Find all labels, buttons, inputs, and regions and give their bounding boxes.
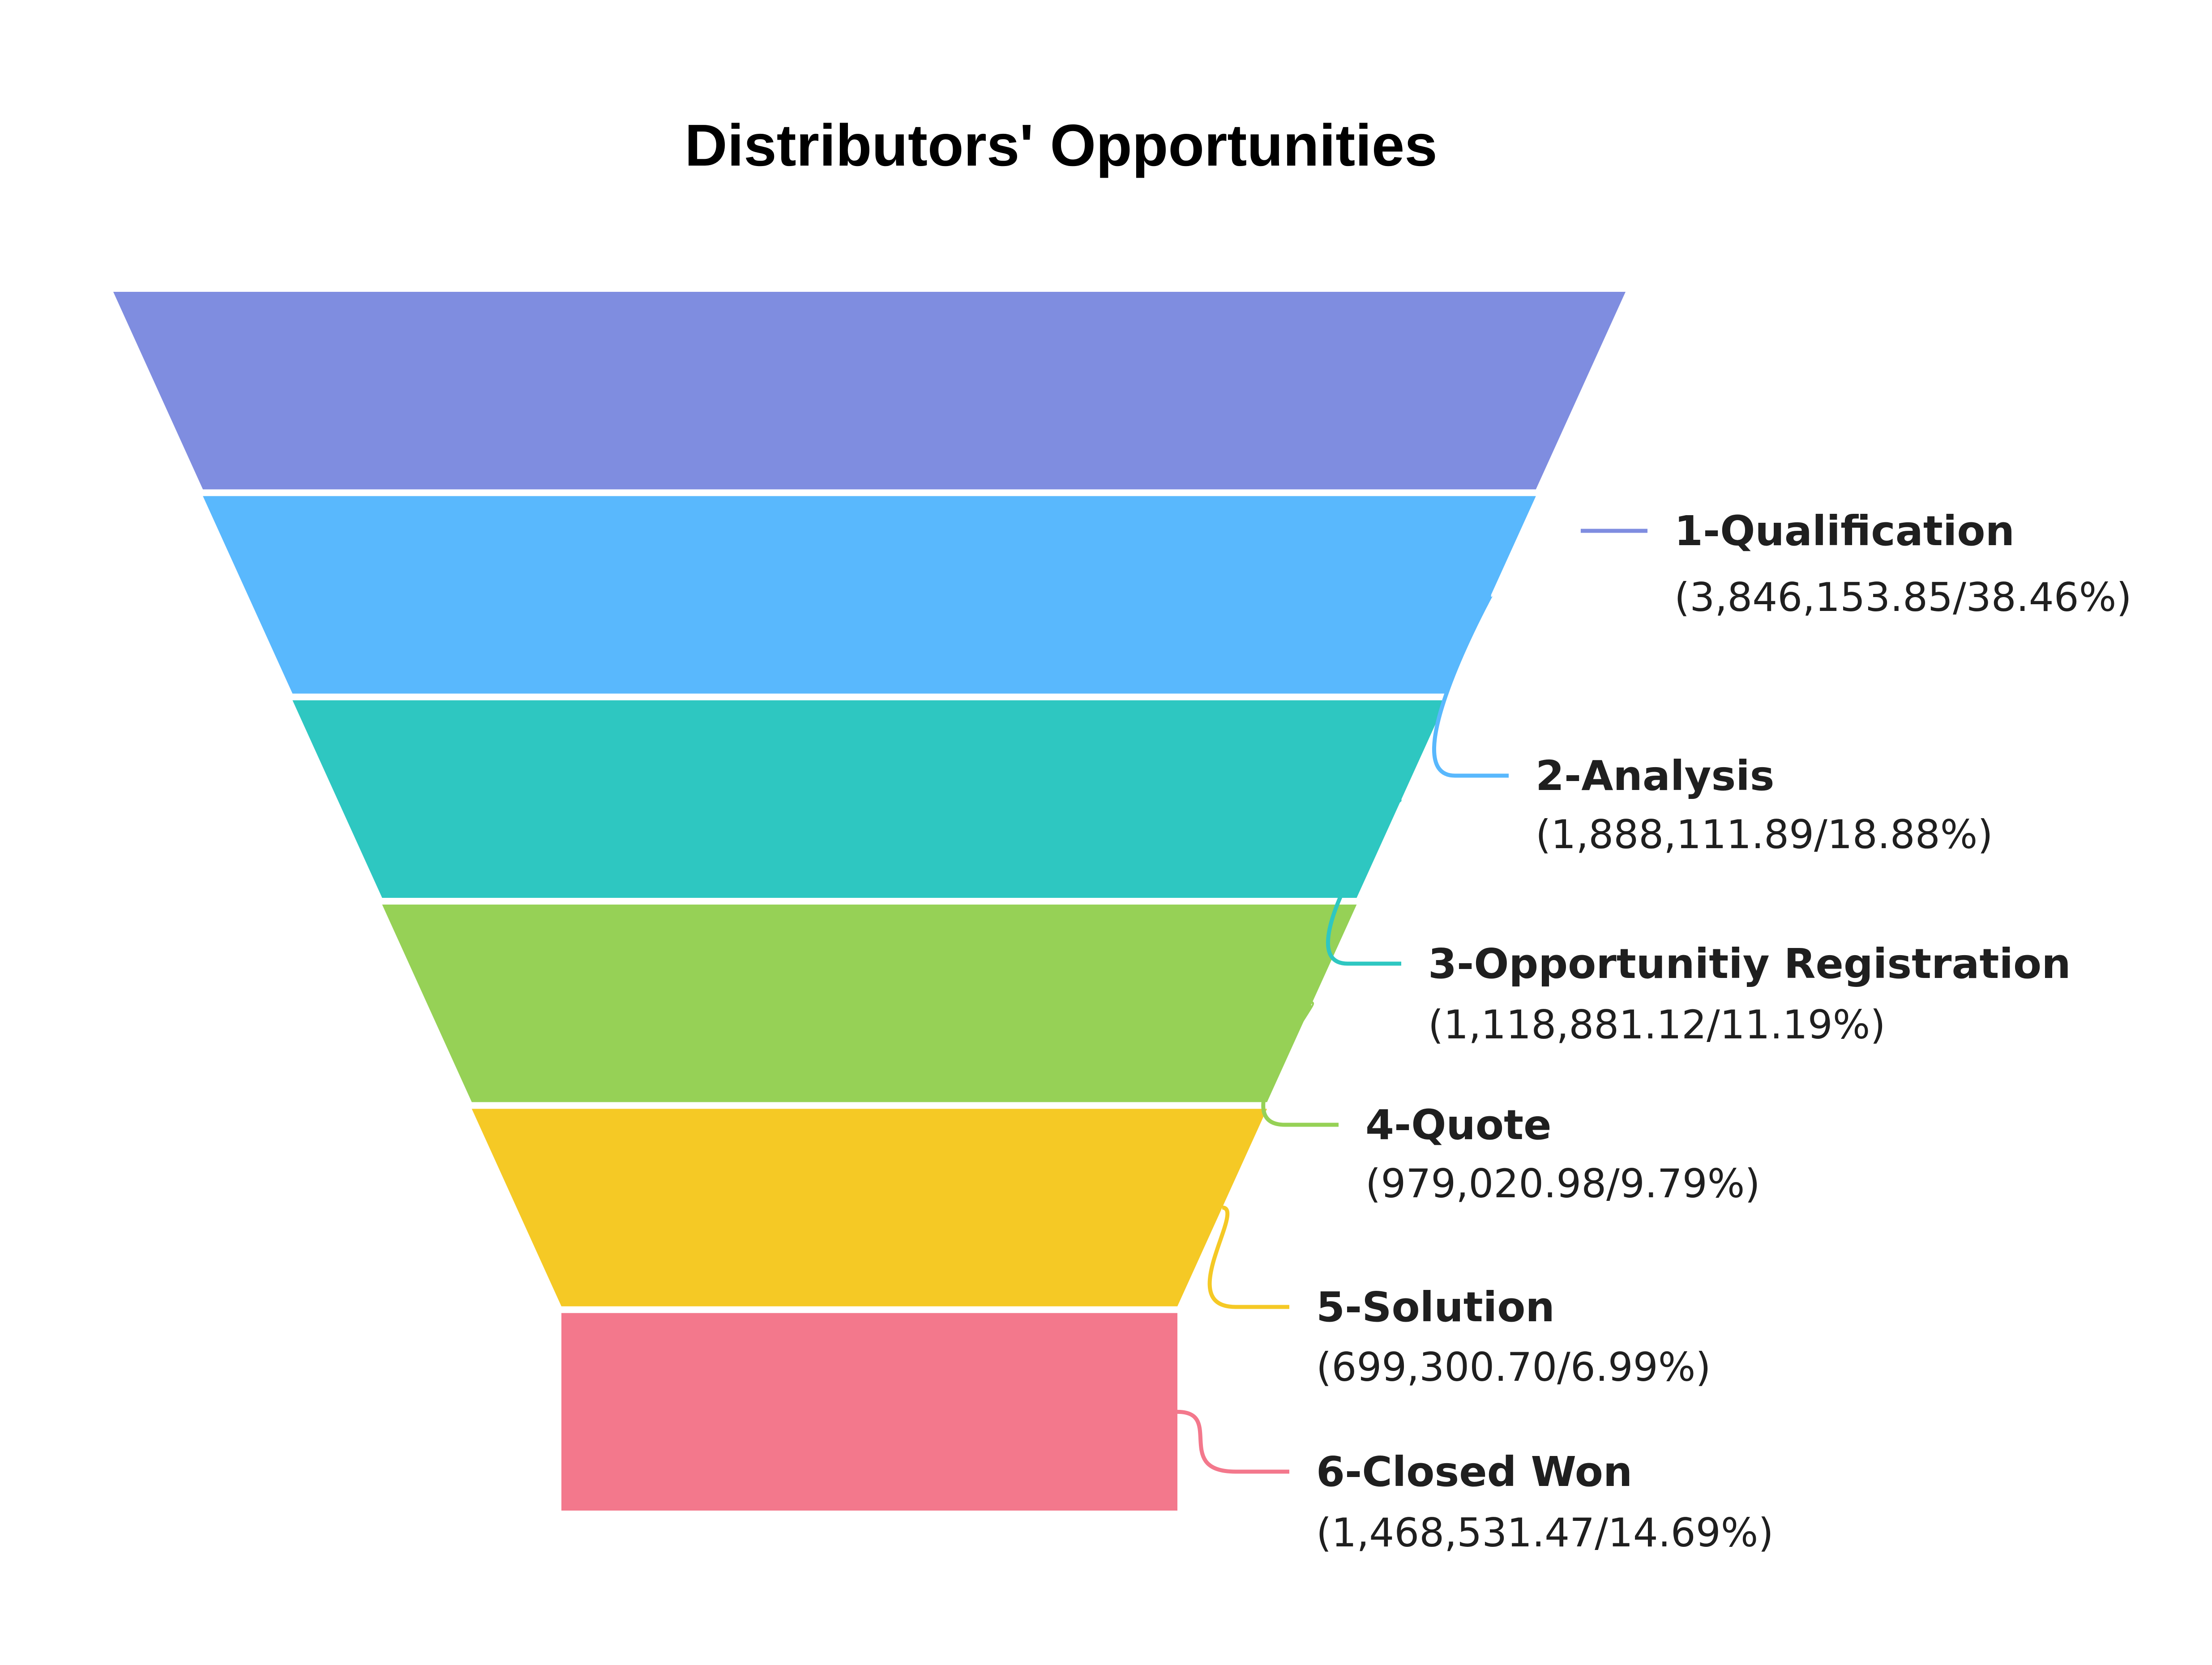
- funnel-segments: [113, 292, 1626, 1511]
- stage-label-name-4: 4-Quote: [1365, 1101, 1551, 1149]
- funnel-segment-6: [561, 1313, 1177, 1511]
- funnel-segment-4: [382, 905, 1357, 1102]
- stage-label-name-3: 3-Opportunitiy Registration: [1428, 940, 2071, 988]
- stage-label-value-6: (1,468,531.47/14.69%): [1316, 1510, 1774, 1556]
- chart-title: Distributors' Opportunities: [685, 112, 1437, 178]
- funnel-segment-5: [471, 1109, 1267, 1306]
- leader-lines: [1177, 529, 1647, 1474]
- stage-label-value-5: (699,300.70/6.99%): [1316, 1344, 1711, 1390]
- stage-label-name-5: 5-Solution: [1316, 1283, 1555, 1331]
- stage-label-name-1: 1-Qualification: [1674, 507, 2015, 555]
- stage-label-value-4: (979,020.98/9.79%): [1365, 1161, 1760, 1207]
- leader-line-5: [1207, 1205, 1289, 1309]
- stage-label-value-1: (3,846,153.85/38.46%): [1674, 574, 2132, 620]
- leader-line-6: [1177, 1409, 1289, 1474]
- stage-label-name-2: 2-Analysis: [1536, 752, 1775, 800]
- leader-line-4: [1261, 1001, 1339, 1127]
- leader-line-3: [1326, 797, 1403, 966]
- funnel-segment-1: [113, 292, 1626, 490]
- stage-label-value-3: (1,118,881.12/11.19%): [1428, 1002, 1886, 1048]
- stage-label-name-6: 6-Closed Won: [1316, 1448, 1632, 1496]
- funnel-segment-3: [292, 700, 1446, 898]
- leader-line-2: [1432, 593, 1509, 778]
- stage-labels: 1-Qualification (3,846,153.85/38.46%) 2-An…: [1316, 507, 2132, 1556]
- stage-label-value-2: (1,888,111.89/18.88%): [1536, 811, 1993, 858]
- funnel-segment-2: [203, 496, 1536, 694]
